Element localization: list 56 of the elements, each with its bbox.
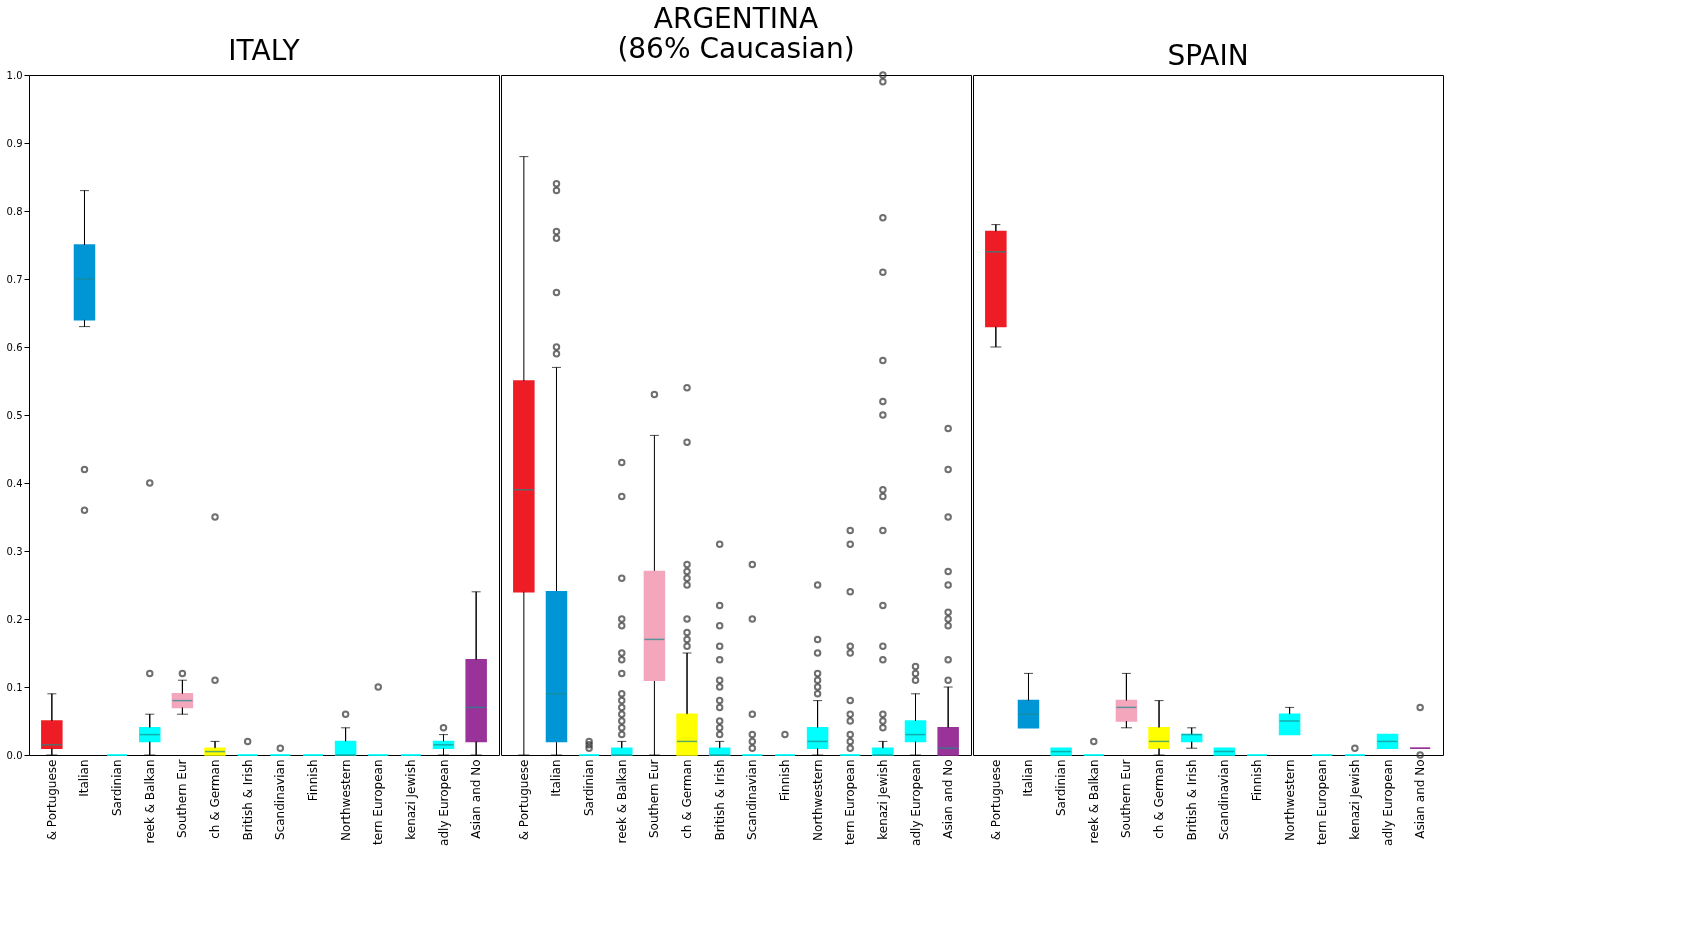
x-tick-label: Northwestern bbox=[1282, 759, 1297, 841]
x-tick-label: Asian and No bbox=[469, 759, 484, 839]
x-tick-label: Sardinian bbox=[1054, 759, 1069, 817]
y-tick-label: 0.4 bbox=[6, 477, 23, 489]
x-tick-label: Italian bbox=[77, 759, 92, 797]
x-tick-label: Southern Eur bbox=[647, 759, 662, 839]
y-tick-label: 0.1 bbox=[6, 681, 23, 693]
chart-title: ITALY bbox=[228, 34, 301, 67]
y-tick-label: 0.5 bbox=[6, 409, 23, 421]
x-tick-label: reek & Balkan bbox=[614, 759, 629, 844]
x-tick-label: Scandinavian bbox=[273, 759, 288, 840]
x-tick-label: Asian and No bbox=[1413, 759, 1428, 839]
x-tick-label: Sardinian bbox=[582, 759, 597, 817]
x-tick-label: adly European bbox=[1380, 759, 1395, 846]
x-tick-label: Northwestern bbox=[338, 759, 353, 841]
y-tick-label: 0.0 bbox=[6, 749, 23, 761]
x-tick-label: & Portuguese bbox=[516, 759, 531, 841]
y-tick-label: 0.8 bbox=[6, 205, 23, 217]
x-tick-label: kenazi Jewish bbox=[875, 759, 890, 840]
chart-title: ARGENTINA (86% Caucasian) bbox=[617, 2, 855, 66]
x-tick-label: reek & Balkan bbox=[1086, 759, 1101, 844]
x-tick-label: Scandinavian bbox=[745, 759, 760, 840]
x-tick-label: & Portuguese bbox=[44, 759, 59, 841]
x-tick-label: Northwestern bbox=[810, 759, 825, 841]
x-tick-label: Finnish bbox=[305, 759, 320, 802]
x-tick-label: Finnish bbox=[777, 759, 792, 802]
x-tick-label: adly European bbox=[908, 759, 923, 846]
y-tick-label: 0.9 bbox=[6, 137, 23, 149]
x-tick-label: tern European bbox=[1315, 759, 1330, 845]
y-tick-label: 0.7 bbox=[6, 273, 23, 285]
x-tick-label: & Portuguese bbox=[988, 759, 1003, 841]
x-tick-label: kenazi Jewish bbox=[403, 759, 418, 840]
x-tick-label: British & Irish bbox=[1184, 759, 1199, 841]
x-tick-label: tern European bbox=[843, 759, 858, 845]
y-tick-label: 0.2 bbox=[6, 613, 23, 625]
y-tick-label: 0.3 bbox=[6, 545, 23, 557]
x-tick-label: British & Irish bbox=[712, 759, 727, 841]
y-tick-label: 0.6 bbox=[6, 341, 23, 353]
x-tick-label: ch & German bbox=[1152, 759, 1167, 839]
x-tick-label: tern European bbox=[371, 759, 386, 845]
x-tick-label: Italian bbox=[549, 759, 564, 797]
x-tick-label: British & Irish bbox=[240, 759, 255, 841]
x-tick-label: reek & Balkan bbox=[142, 759, 157, 844]
x-tick-label: Asian and No bbox=[941, 759, 956, 839]
x-tick-label: Italian bbox=[1021, 759, 1036, 797]
chart-title: SPAIN bbox=[1167, 39, 1249, 72]
x-tick-label: ch & German bbox=[680, 759, 695, 839]
x-tick-label: kenazi Jewish bbox=[1347, 759, 1362, 840]
x-tick-label: ch & German bbox=[208, 759, 223, 839]
x-tick-label: adly European bbox=[436, 759, 451, 846]
y-tick-label: 1.0 bbox=[6, 69, 23, 81]
x-tick-label: Scandinavian bbox=[1217, 759, 1232, 840]
x-tick-label: Southern Eur bbox=[175, 759, 190, 839]
x-tick-label: Finnish bbox=[1249, 759, 1264, 802]
x-tick-label: Sardinian bbox=[110, 759, 125, 817]
x-tick-label: Southern Eur bbox=[1119, 759, 1134, 839]
